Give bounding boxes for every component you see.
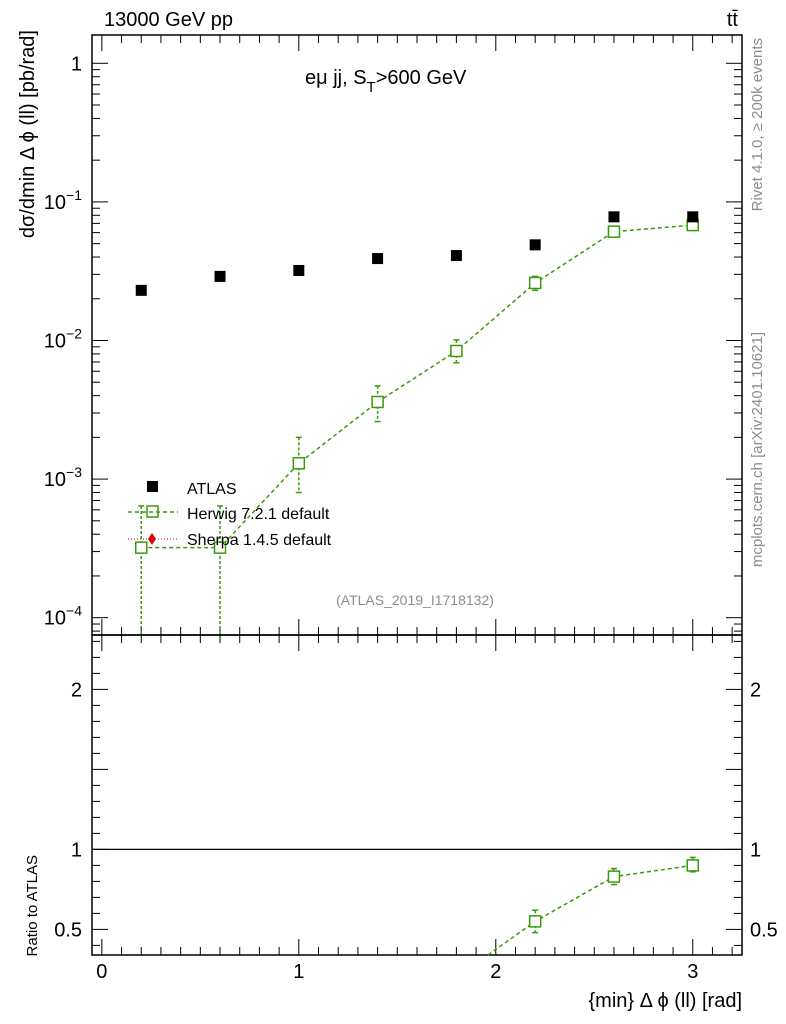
herwig-point bbox=[528, 276, 542, 290]
ratio-y-tick-label-right: 1 bbox=[750, 839, 761, 861]
ratio-y-tick-label-right: 2 bbox=[750, 679, 761, 701]
legend-herwig-marker bbox=[146, 505, 159, 518]
ratio-plot-frame bbox=[91, 634, 743, 956]
herwig-point bbox=[607, 225, 621, 238]
main-y-tick-label: 10−1 bbox=[44, 187, 82, 214]
ratio-herwig-point bbox=[528, 915, 542, 928]
main-y-axis-label: dσ/dmin Δ ϕ (ll) [pb/rad] bbox=[17, 30, 39, 238]
ratio-plot-panel: 0.5 0.5 1 1 2 2 0 1 2 3 Ratio to ATLAS {min} Δ ϕ… bbox=[24, 634, 778, 1012]
main-y-tick-label: 10−4 bbox=[44, 603, 82, 630]
legend-atlas-label: ATLAS bbox=[187, 481, 237, 498]
main-data-series bbox=[134, 211, 700, 635]
header-energy-label: 13000 GeV pp bbox=[104, 9, 233, 31]
tick-label-exponent: −4 bbox=[66, 603, 82, 619]
ratio-y-tick-label: 1 bbox=[71, 839, 82, 861]
tick-label-base: 10 bbox=[44, 330, 66, 352]
tick-label-base: 10 bbox=[44, 469, 66, 491]
ratio-y-axis-label: Ratio to ATLAS bbox=[24, 855, 41, 956]
tick-label-exponent: −3 bbox=[66, 464, 82, 480]
legend-herwig-label: Herwig 7.2.1 default bbox=[187, 506, 330, 523]
tick-label-exponent: −2 bbox=[66, 325, 82, 341]
herwig-point bbox=[292, 457, 306, 470]
plot-title: eμ jj, ST>600 GeV bbox=[305, 67, 467, 96]
x-tick-label: 1 bbox=[293, 961, 304, 983]
atlas-point bbox=[529, 239, 541, 251]
ratio-y-tick-label-right: 0.5 bbox=[750, 919, 778, 941]
ratio-data-series bbox=[487, 856, 700, 956]
ratio-herwig-line bbox=[487, 864, 693, 956]
ratio-herwig-point bbox=[686, 859, 700, 872]
legend-atlas-marker bbox=[147, 481, 158, 492]
ratio-herwig-point bbox=[607, 870, 621, 883]
atlas-point bbox=[135, 284, 147, 296]
legend-sherpa-marker bbox=[148, 533, 156, 545]
x-tick-label: 2 bbox=[490, 961, 501, 983]
herwig-point bbox=[371, 395, 384, 409]
ratio-y-tick-labels: 0.5 0.5 1 1 2 2 bbox=[54, 679, 778, 941]
atlas-point bbox=[687, 211, 699, 223]
atlas-point bbox=[293, 264, 305, 276]
x-tick-label: 3 bbox=[687, 961, 698, 983]
tick-label-base: 10 bbox=[44, 608, 66, 630]
ratio-y-tick-label: 2 bbox=[71, 679, 82, 701]
ratio-x-tick-labels: 0 1 2 3 bbox=[96, 961, 698, 983]
atlas-point bbox=[214, 270, 226, 282]
main-plot-panel: 110−110−210−310−4 dσ/dmin Δ ϕ (ll) [pb/r… bbox=[17, 30, 743, 636]
atlas-point bbox=[372, 253, 384, 265]
ratio-y-tick-label: 0.5 bbox=[54, 919, 82, 941]
legend: ATLAS Herwig 7.2.1 default Sherpa 1.4.5 … bbox=[128, 481, 332, 549]
analysis-watermark: (ATLAS_2019_I1718132) bbox=[336, 592, 494, 608]
atlas-point bbox=[450, 250, 462, 262]
herwig-point bbox=[134, 541, 148, 554]
header-process-label: tt̄ bbox=[727, 9, 739, 31]
main-y-tick-label: 10−2 bbox=[44, 325, 82, 352]
herwig-point bbox=[213, 541, 227, 554]
x-axis-label: {min} Δ ϕ (ll) [rad] bbox=[589, 990, 743, 1012]
plot-title-main: eμ jj, S bbox=[305, 67, 367, 89]
main-axis-ticks bbox=[92, 35, 742, 635]
rivet-version-label: Rivet 4.1.0, ≥ 200k events bbox=[749, 38, 766, 211]
herwig-point bbox=[450, 344, 463, 358]
plot-title-tail: >600 GeV bbox=[376, 67, 467, 89]
tick-label-exponent: −1 bbox=[66, 187, 82, 203]
main-y-tick-label: 10−3 bbox=[44, 464, 82, 491]
tick-label-base: 10 bbox=[44, 192, 66, 214]
plot-title-subscript: T bbox=[367, 79, 376, 96]
main-y-tick-labels: 110−110−210−310−4 bbox=[44, 53, 82, 629]
herwig-line bbox=[141, 224, 693, 549]
x-tick-label: 0 bbox=[96, 961, 107, 983]
mcplots-reference-label: mcplots.cern.ch [arXiv:2401.10621] bbox=[749, 332, 766, 567]
main-y-tick-label: 1 bbox=[71, 53, 82, 75]
legend-sherpa-label: Sherpa 1.4.5 default bbox=[187, 532, 332, 549]
ratio-axis-ticks bbox=[92, 635, 742, 955]
atlas-point bbox=[608, 211, 620, 223]
